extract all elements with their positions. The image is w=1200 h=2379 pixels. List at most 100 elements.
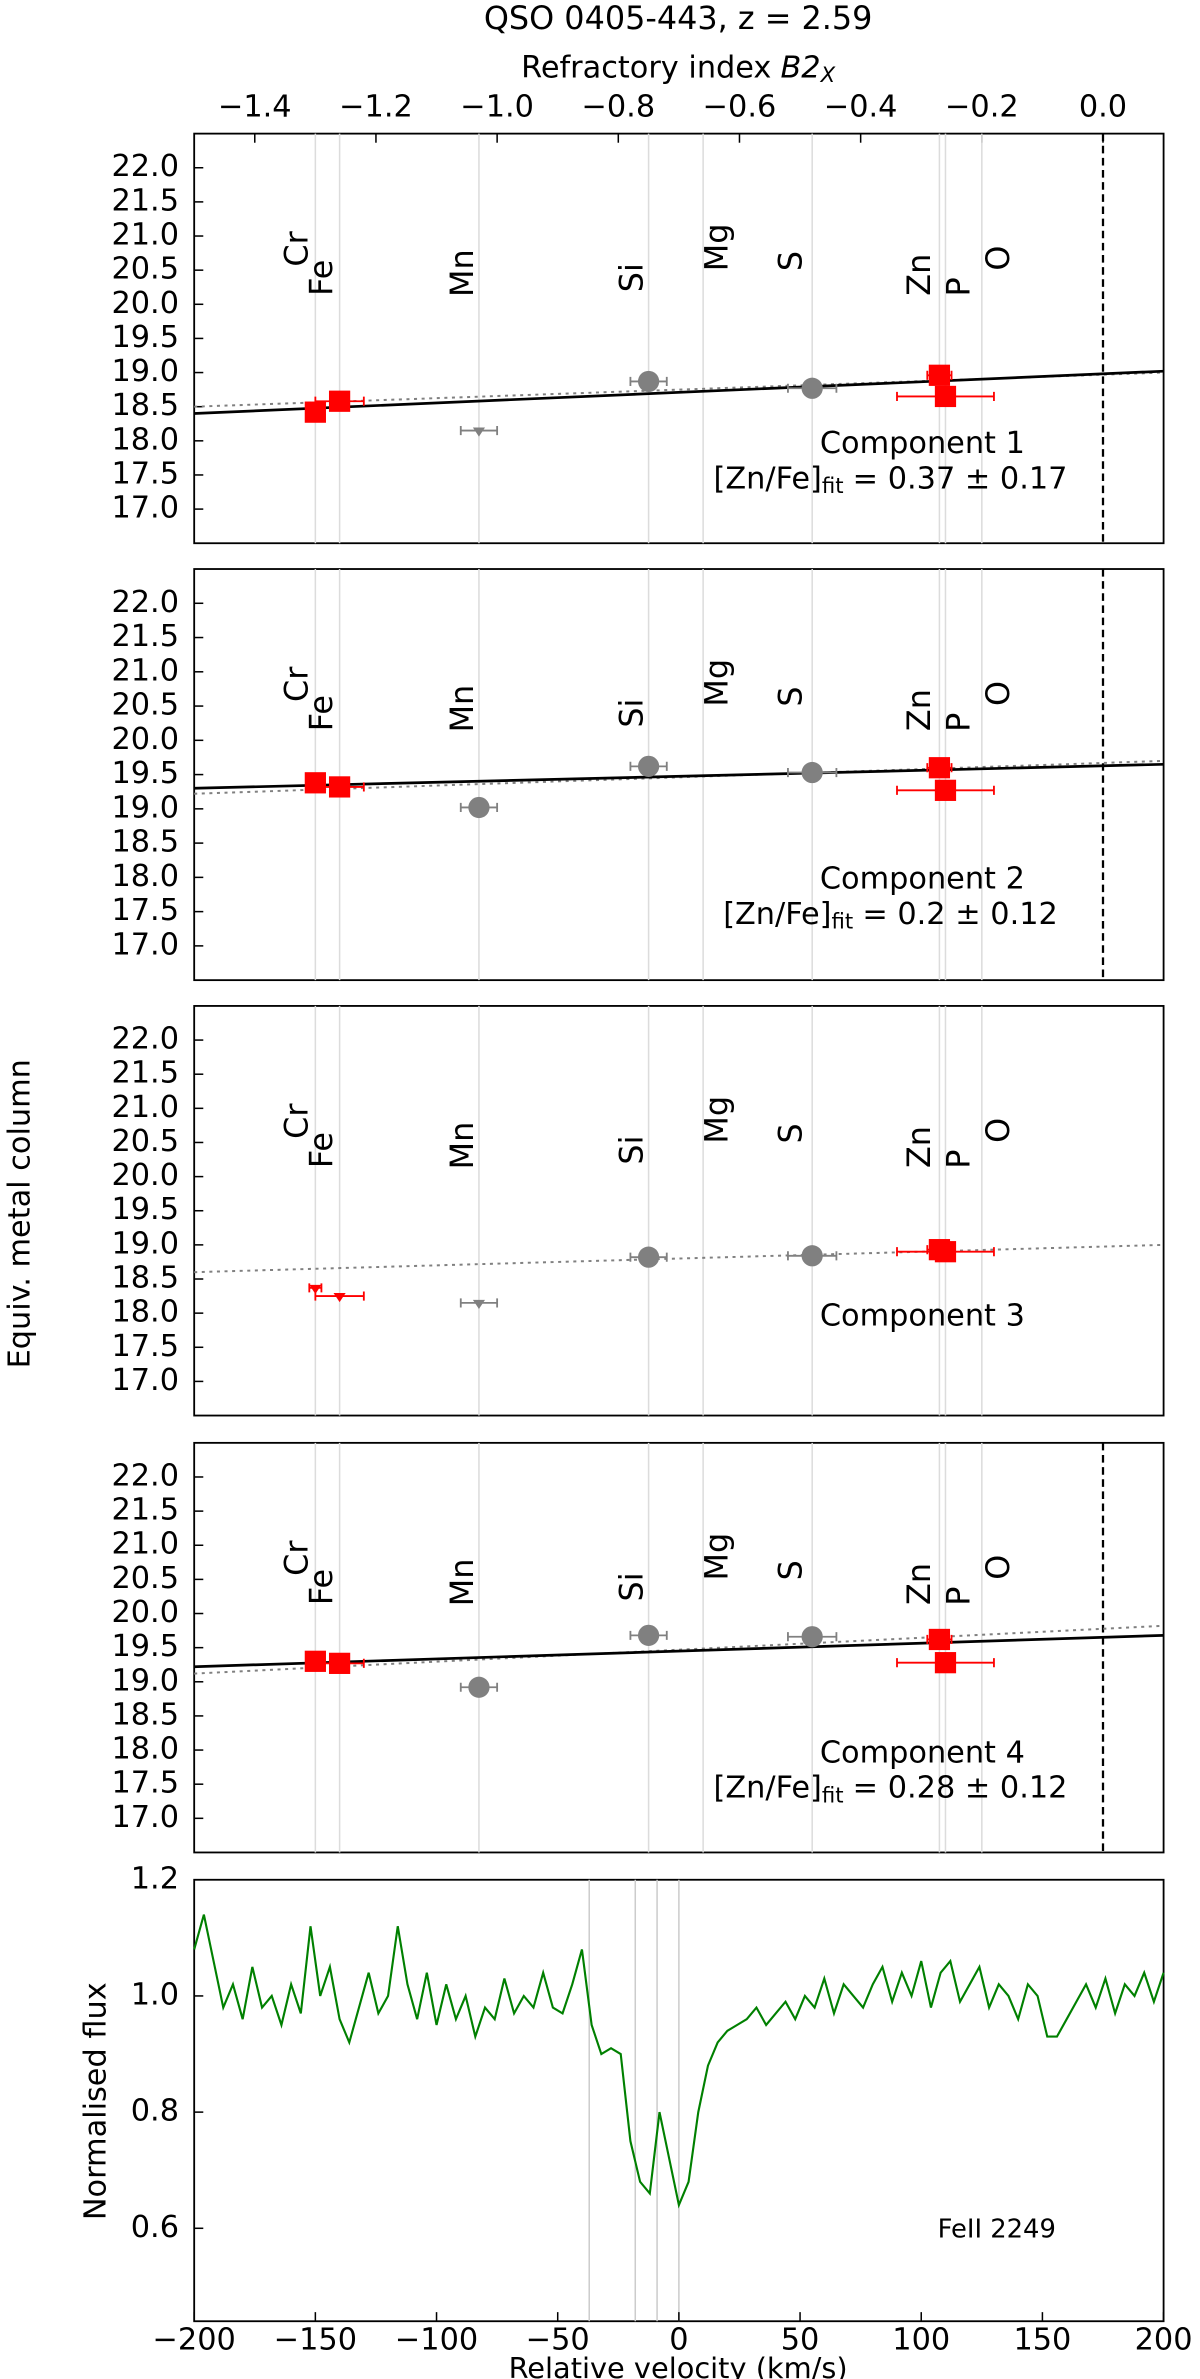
fit-label-part: [Zn/Fe] xyxy=(723,896,831,931)
panel-frame xyxy=(193,132,1165,545)
y-tick-label: 20.0 xyxy=(111,722,179,757)
element-label: Cr xyxy=(278,1103,316,1139)
y-tick-label: 17.0 xyxy=(111,927,179,962)
x-tick-label: −100 xyxy=(395,2322,478,2357)
fit-label: [Zn/Fe]fit = 0.28 ± 0.12 xyxy=(714,1770,1068,1808)
element-label: Zn xyxy=(900,1126,938,1168)
fit-line xyxy=(194,762,1164,790)
x-tick-label: −150 xyxy=(274,2322,357,2357)
x-tick-label: −200 xyxy=(153,2322,236,2357)
chart-title: QSO 0405-443, z = 2.59 xyxy=(484,0,873,37)
element-label: S xyxy=(771,1123,809,1143)
y-tick-label: 21.0 xyxy=(111,1527,179,1562)
element-label: Mg xyxy=(697,1096,735,1144)
panel-frame xyxy=(193,568,1165,982)
axis-label-part: B2 xyxy=(780,50,820,85)
panel-frame xyxy=(193,1005,1165,1417)
fit-label-part: = 0.37 ± 0.17 xyxy=(853,461,1068,496)
square-marker xyxy=(934,385,957,408)
y-tick-label: 20.0 xyxy=(111,286,179,321)
y-tick-label: 17.5 xyxy=(111,1329,179,1364)
element-label: Si xyxy=(612,699,650,728)
y-tick-label: 19.5 xyxy=(111,1629,179,1664)
top-tick-label: −1.2 xyxy=(339,89,413,124)
y-tick-label: 22.0 xyxy=(111,149,179,184)
top-tick-label: −0.2 xyxy=(945,89,1019,124)
element-label: Mn xyxy=(443,685,481,733)
y-tick-label: 0.8 xyxy=(131,2094,179,2129)
y-tick-label: 19.0 xyxy=(111,1226,179,1261)
y-tick-label: 18.0 xyxy=(111,1732,179,1767)
element-label: S xyxy=(771,1560,809,1580)
y-tick-label: 19.5 xyxy=(111,756,179,791)
fit-label-part: = 0.28 ± 0.12 xyxy=(853,1770,1068,1805)
y-tick-label: 21.5 xyxy=(111,1493,179,1528)
square-marker xyxy=(328,390,351,412)
element-label: Zn xyxy=(900,689,938,731)
y-tick-label: 18.0 xyxy=(111,1295,179,1330)
element-label: Cr xyxy=(278,230,316,266)
y-tick-label: 1.0 xyxy=(131,1977,179,2012)
limit-marker xyxy=(472,1299,486,1309)
y-tick-label: 18.5 xyxy=(111,388,179,423)
y-tick-label: 17.5 xyxy=(111,893,179,928)
y-tick-label: 21.5 xyxy=(111,619,179,654)
element-label: Zn xyxy=(900,1563,938,1605)
y-tick-label: 20.5 xyxy=(111,252,179,287)
y-tick-label: 18.0 xyxy=(111,859,179,894)
y-tick-label: 17.5 xyxy=(111,456,179,491)
circle-marker xyxy=(801,761,823,784)
top-tick-label: −0.4 xyxy=(824,89,898,124)
circle-marker xyxy=(637,1246,660,1268)
y-tick-label: 20.5 xyxy=(111,1124,179,1159)
element-label: Cr xyxy=(278,666,316,702)
circle-marker xyxy=(637,755,660,777)
fit-label-part: fit xyxy=(822,1783,844,1808)
y-tick-label: 18.5 xyxy=(111,1697,179,1732)
circle-marker xyxy=(801,1245,823,1267)
trend-line xyxy=(194,1624,1164,1675)
y-tick-label: 22.0 xyxy=(111,585,179,620)
top-axis-label: Refractory index B2X xyxy=(521,50,835,88)
y-tick-label: 1.2 xyxy=(131,1861,179,1896)
y-tick-label: 17.0 xyxy=(111,1800,179,1835)
element-label: Fe xyxy=(302,260,340,296)
element-label: P xyxy=(940,1586,978,1605)
trend-line xyxy=(194,759,1164,795)
y-tick-label: 20.5 xyxy=(111,1561,179,1596)
element-label: Fe xyxy=(302,1132,340,1168)
y-tick-label: 19.5 xyxy=(111,320,179,355)
y-tick-label: 19.0 xyxy=(111,354,179,389)
element-label: Fe xyxy=(302,1569,340,1605)
fit-line xyxy=(194,369,1164,415)
component-label: Component 4 xyxy=(820,1735,1025,1770)
element-label: O xyxy=(979,1118,1017,1143)
square-marker xyxy=(928,757,951,779)
x-tick-label: 150 xyxy=(1013,2322,1071,2357)
y-tick-label: 20.5 xyxy=(111,688,179,723)
square-marker xyxy=(934,1652,957,1674)
element-label: P xyxy=(940,1150,978,1169)
y-axis-label: Equiv. metal column xyxy=(3,1059,38,1368)
element-label: Cr xyxy=(278,1540,316,1576)
fit-label-part: [Zn/Fe] xyxy=(714,1770,822,1805)
element-label: Si xyxy=(612,263,650,292)
element-label: Mn xyxy=(443,249,481,297)
y-tick-label: 18.5 xyxy=(111,825,179,860)
y-tick-label: 21.0 xyxy=(111,218,179,253)
limit-marker xyxy=(333,1293,346,1303)
element-label: O xyxy=(979,681,1017,706)
y-tick-label: 21.0 xyxy=(111,653,179,688)
trend-line xyxy=(194,1243,1164,1274)
x-tick-label: 0 xyxy=(669,2322,688,2357)
circle-marker xyxy=(637,1624,660,1646)
top-tick-label: −1.0 xyxy=(460,89,534,124)
square-marker xyxy=(934,779,957,801)
y-tick-label: 19.5 xyxy=(111,1192,179,1227)
element-label: Fe xyxy=(302,695,340,731)
x-tick-label: 100 xyxy=(892,2322,950,2357)
square-marker xyxy=(928,364,951,386)
component-label: Component 2 xyxy=(820,862,1025,897)
axis-label-part: Refractory index xyxy=(521,50,771,85)
